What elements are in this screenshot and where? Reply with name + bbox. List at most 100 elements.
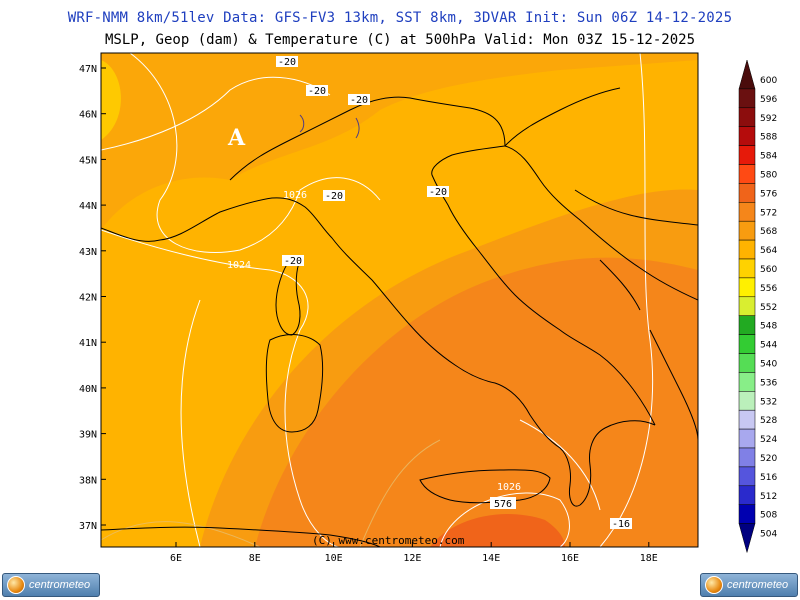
lat-tick-label: 40N bbox=[79, 384, 97, 395]
colorbar-swatch bbox=[738, 485, 756, 505]
colorbar-level-label: 512 bbox=[760, 492, 777, 502]
temperature-label: -20 bbox=[429, 187, 447, 198]
colorbar-swatch bbox=[738, 277, 756, 298]
lat-tick-label: 41N bbox=[79, 338, 97, 349]
colorbar-level-label: 600 bbox=[760, 76, 777, 86]
colorbar-level-label: 516 bbox=[760, 473, 777, 483]
temperature-label: -20 bbox=[308, 86, 326, 97]
longitude-axis: 6E 8E 10E 12E 14E 16E 18E bbox=[170, 542, 658, 564]
colorbar-swatch bbox=[738, 220, 756, 241]
colorbar-swatch bbox=[738, 296, 756, 316]
colorbar-swatch bbox=[738, 59, 756, 90]
colorbar-level-label: 532 bbox=[760, 397, 777, 407]
colorbar-swatch bbox=[738, 466, 756, 487]
lon-tick-label: 6E bbox=[170, 553, 182, 564]
centrometeo-logo-left[interactable]: centrometeo bbox=[2, 573, 100, 597]
chart-title-line1: WRF-NMM 8km/51lev Data: GFS-FV3 13km, SS… bbox=[67, 10, 733, 26]
lakes bbox=[299, 114, 360, 139]
temperature-labels: -20 -20 -20 -20 -20 -20 -16 bbox=[276, 56, 632, 530]
colorbar-level-label: 560 bbox=[760, 265, 777, 275]
colorbar-level-label: 584 bbox=[760, 152, 777, 162]
colorbar-swatch bbox=[738, 334, 756, 354]
lat-tick-label: 43N bbox=[79, 247, 97, 258]
colorbar-level-label: 564 bbox=[760, 246, 777, 256]
colorbar-swatch bbox=[738, 409, 756, 430]
colorbar-swatch bbox=[738, 183, 756, 203]
coastlines-and-borders bbox=[101, 87, 698, 547]
colorbar-level-label: 572 bbox=[760, 208, 777, 218]
colorbar-swatch bbox=[738, 202, 756, 222]
colorbar-swatch bbox=[738, 315, 756, 335]
colorbar-swatch bbox=[738, 258, 756, 279]
colorbar-level-label: 596 bbox=[760, 95, 777, 105]
map-frame bbox=[100, 52, 699, 548]
colorbar-swatch bbox=[738, 504, 756, 524]
chart-title-line2: MSLP, Geop (dam) & Temperature (C) at 50… bbox=[104, 32, 695, 48]
temperature-isotherms bbox=[101, 439, 441, 547]
colorbar-level-label: 552 bbox=[760, 303, 777, 313]
lat-tick-label: 39N bbox=[79, 430, 97, 441]
temperature-label: -20 bbox=[325, 191, 343, 202]
temperature-label: -16 bbox=[612, 519, 630, 530]
colorbar-swatch bbox=[738, 372, 756, 392]
lat-tick-label: 37N bbox=[79, 521, 97, 532]
colorbar-swatch bbox=[738, 353, 756, 373]
isobars bbox=[101, 53, 653, 547]
geop-band-572 bbox=[255, 257, 698, 547]
colorbar-level-label: 524 bbox=[760, 435, 777, 445]
lat-tick-label: 47N bbox=[79, 64, 97, 75]
lon-tick-label: 12E bbox=[403, 553, 421, 564]
colorbar-level-label: 592 bbox=[760, 114, 777, 124]
temperature-label: -20 bbox=[350, 95, 368, 106]
colorbar-swatch bbox=[738, 391, 756, 411]
geop-band-568-north bbox=[101, 53, 698, 230]
colorbar-swatch bbox=[738, 164, 756, 184]
colorbar-swatch bbox=[738, 523, 756, 554]
colorbar-swatch bbox=[738, 428, 756, 449]
colorbar-swatch bbox=[738, 239, 756, 260]
temperature-label: -20 bbox=[278, 57, 296, 68]
colorbar-level-label: 576 bbox=[760, 189, 777, 199]
colorbar-swatch bbox=[738, 447, 756, 468]
lon-tick-label: 10E bbox=[325, 553, 343, 564]
latitude-axis: 47N 46N 45N 44N 43N 42N 41N 40N 39N 38N 37N bbox=[79, 64, 106, 532]
colorbar-swatch bbox=[738, 126, 756, 146]
globe-icon bbox=[7, 576, 25, 594]
colorbar-swatch bbox=[738, 145, 756, 165]
geopotential-label: 576 bbox=[494, 499, 512, 510]
colorbar-level-label: 504 bbox=[760, 530, 777, 540]
lon-tick-label: 18E bbox=[640, 553, 658, 564]
lat-tick-label: 44N bbox=[79, 201, 97, 212]
geop-band-560 bbox=[101, 60, 121, 140]
centrometeo-logo-right[interactable]: centrometeo bbox=[700, 573, 798, 597]
colorbar-level-label: 588 bbox=[760, 133, 777, 143]
colorbar-level-label: 556 bbox=[760, 284, 777, 294]
colorbar-level-label: 540 bbox=[760, 360, 777, 370]
isobar-label: 1026 bbox=[497, 482, 521, 493]
lon-tick-label: 14E bbox=[482, 553, 500, 564]
lat-tick-label: 46N bbox=[79, 110, 97, 121]
copyright-notice: (C) www.centrometeo.com bbox=[312, 534, 465, 547]
lat-tick-label: 38N bbox=[79, 475, 97, 486]
colorbar-legend: 600 596 592 588 584 580 576 572 568 564 560 556 552 5… bbox=[738, 59, 777, 554]
colorbar-swatch bbox=[738, 107, 756, 127]
temperature-label: -20 bbox=[284, 256, 302, 267]
colorbar-swatch bbox=[738, 88, 756, 109]
lat-tick-label: 42N bbox=[79, 293, 97, 304]
colorbar-level-label: 528 bbox=[760, 416, 777, 426]
isobar-label: 1024 bbox=[227, 260, 251, 271]
colorbar-level-label: 536 bbox=[760, 378, 777, 388]
logo-text: centrometeo bbox=[29, 579, 91, 591]
colorbar-level-label: 544 bbox=[760, 341, 777, 351]
lon-tick-label: 8E bbox=[249, 553, 261, 564]
isobar-label: 1026 bbox=[283, 190, 307, 201]
globe-icon bbox=[705, 576, 723, 594]
colorbar-level-label: 568 bbox=[760, 227, 777, 237]
colorbar-level-label: 580 bbox=[760, 171, 777, 181]
isobar-labels: 1026 1024 1026 bbox=[227, 190, 521, 493]
logo-text: centrometeo bbox=[727, 579, 789, 591]
geop-band-576 bbox=[430, 514, 565, 547]
colorbar-level-label: 520 bbox=[760, 454, 777, 464]
lat-tick-label: 45N bbox=[79, 155, 97, 166]
